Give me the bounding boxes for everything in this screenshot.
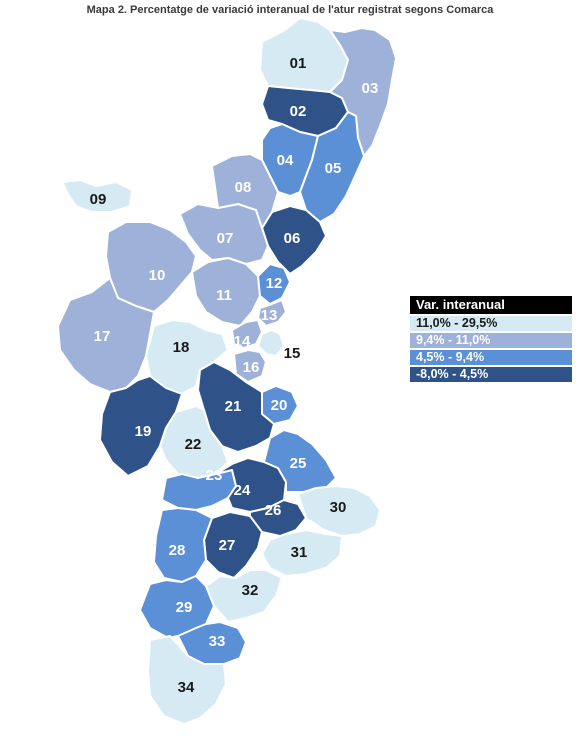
region-label-05: 05 — [325, 160, 342, 177]
legend-class-4: -8,0% - 4,5% — [410, 367, 572, 382]
region-30[interactable] — [297, 485, 381, 537]
region-label-27: 27 — [219, 537, 236, 554]
legend-title: Var. interanual — [410, 296, 572, 314]
region-label-22: 22 — [185, 436, 202, 453]
region-29[interactable] — [139, 575, 215, 639]
region-22[interactable] — [159, 405, 229, 479]
region-label-28: 28 — [169, 542, 186, 559]
region-label-04: 04 — [277, 152, 294, 169]
region-label-12: 12 — [266, 275, 283, 292]
region-label-07: 07 — [217, 230, 234, 247]
region-label-06: 06 — [284, 230, 301, 247]
region-15[interactable] — [257, 329, 285, 357]
region-11[interactable] — [191, 257, 261, 327]
map-title: Mapa 2. Percentatge de variació interanu… — [86, 4, 494, 16]
region-label-34: 34 — [178, 679, 195, 696]
region-label-29: 29 — [176, 599, 193, 616]
region-09[interactable] — [61, 179, 133, 213]
region-label-25: 25 — [290, 455, 307, 472]
region-label-33: 33 — [209, 633, 226, 650]
region-32[interactable] — [205, 569, 283, 623]
region-label-13: 13 — [261, 307, 278, 324]
region-05[interactable] — [299, 111, 365, 223]
region-17[interactable] — [57, 277, 155, 393]
region-label-03: 03 — [362, 80, 379, 97]
region-label-20: 20 — [271, 397, 288, 414]
region-12[interactable] — [257, 263, 291, 305]
region-label-16: 16 — [243, 359, 260, 376]
region-label-24: 24 — [234, 482, 251, 499]
region-03[interactable] — [329, 27, 397, 157]
region-08[interactable] — [211, 153, 279, 229]
region-label-31: 31 — [291, 544, 308, 561]
region-label-21: 21 — [225, 398, 242, 415]
region-14[interactable] — [231, 319, 263, 349]
region-label-15: 15 — [284, 345, 301, 362]
region-label-14: 14 — [234, 333, 251, 350]
region-label-19: 19 — [135, 423, 152, 440]
region-31[interactable] — [261, 529, 343, 577]
region-label-09: 09 — [90, 191, 107, 208]
region-label-10: 10 — [149, 267, 166, 284]
region-label-17: 17 — [94, 328, 111, 345]
region-label-32: 32 — [242, 582, 259, 599]
region-label-02: 02 — [290, 103, 307, 120]
legend-class-2: 9,4% - 11,0% — [410, 333, 572, 348]
region-13[interactable] — [257, 299, 287, 327]
map-legend: Var. interanual 11,0% - 29,5% 9,4% - 11,… — [410, 296, 572, 382]
region-34[interactable] — [147, 635, 227, 725]
region-label-11: 11 — [216, 287, 232, 304]
region-label-08: 08 — [235, 179, 252, 196]
region-label-23: 23 — [206, 467, 223, 484]
region-label-30: 30 — [330, 499, 347, 516]
region-label-26: 26 — [265, 502, 282, 519]
region-label-18: 18 — [173, 339, 190, 356]
legend-class-1: 11,0% - 29,5% — [410, 316, 572, 331]
region-label-01: 01 — [290, 55, 307, 72]
region-28[interactable] — [153, 507, 213, 583]
legend-class-3: 4,5% - 9,4% — [410, 350, 572, 365]
